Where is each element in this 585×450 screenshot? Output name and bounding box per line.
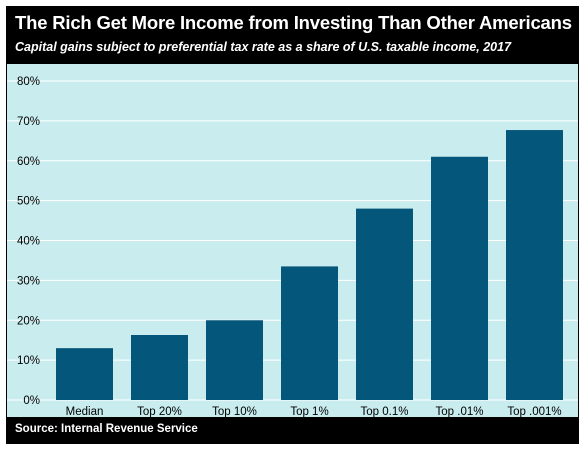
x-tick-label: Top .01% <box>436 406 484 417</box>
chart-subtitle: Capital gains subject to preferential ta… <box>15 40 512 54</box>
y-tick-label: 80% <box>17 76 40 88</box>
y-tick-label: 60% <box>17 156 40 168</box>
y-tick-label: 30% <box>17 275 40 287</box>
bars <box>56 130 563 400</box>
y-tick-label: 70% <box>17 116 40 128</box>
y-tick-label: 50% <box>17 196 40 208</box>
bar <box>506 130 563 400</box>
x-tick-label: Top 0.1% <box>361 406 409 417</box>
bar <box>206 320 263 400</box>
source-note: Source: Internal Revenue Service <box>15 423 198 435</box>
x-tick-label: Top 20% <box>137 406 182 417</box>
x-tick-label: Top 1% <box>290 406 328 417</box>
y-tick-label: 40% <box>17 236 40 248</box>
x-axis-ticks: Median Top 20% Top 10% Top 1% Top 0.1% Top .0… <box>66 406 562 417</box>
chart-frame: The Rich Get More Income from Investing … <box>6 6 579 444</box>
y-tick-label: 20% <box>17 315 40 327</box>
x-tick-label: Top .001% <box>507 406 561 417</box>
bar-chart: 0% 10% 20% 30% 40% 50% 60% 70% 80% Median Top 20%… <box>7 64 578 417</box>
bar <box>281 266 338 400</box>
y-tick-label: 10% <box>17 355 40 367</box>
bar <box>131 335 188 400</box>
chart-header: The Rich Get More Income from Investing … <box>7 7 578 64</box>
x-tick-label: Top 10% <box>212 406 257 417</box>
y-axis-ticks: 0% 10% 20% 30% 40% 50% 60% 70% 80% <box>17 76 40 407</box>
chart-title: The Rich Get More Income from Investing … <box>15 12 572 33</box>
x-tick-label: Median <box>66 406 104 417</box>
bar <box>56 348 113 400</box>
chart-footer: Source: Internal Revenue Service <box>7 417 578 443</box>
bar <box>431 156 488 400</box>
bar <box>356 208 413 400</box>
y-tick-label: 0% <box>23 395 40 407</box>
